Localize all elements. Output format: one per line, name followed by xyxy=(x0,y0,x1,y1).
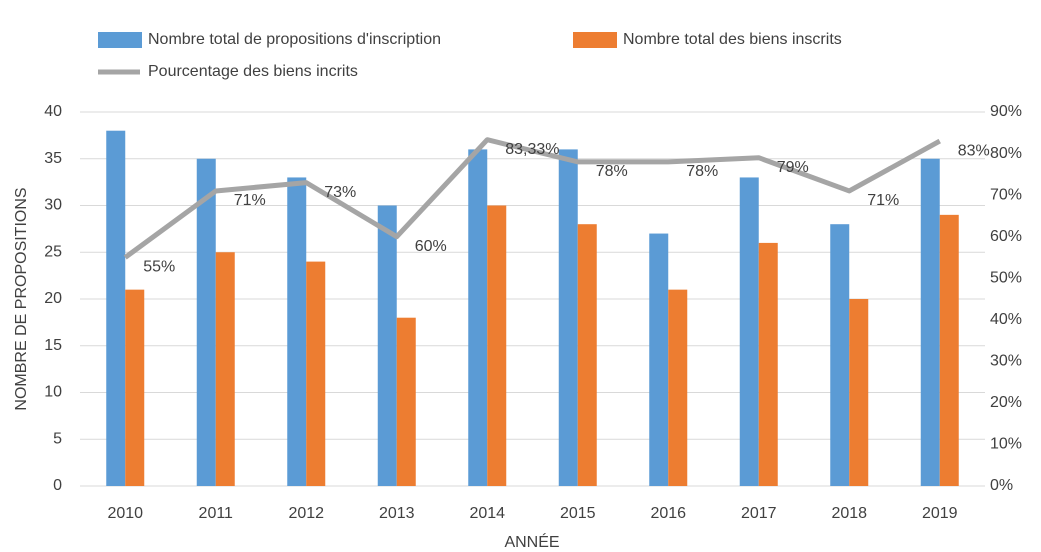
y-tick-label: 5 xyxy=(53,430,62,447)
y2-tick-label: 90% xyxy=(990,103,1022,120)
bar xyxy=(668,289,688,486)
x-tick-label: 2013 xyxy=(379,505,415,522)
legend-swatch xyxy=(573,32,617,48)
bar xyxy=(920,158,940,486)
x-tick-label: 2016 xyxy=(650,505,686,522)
bar xyxy=(306,261,326,486)
data-label: 78% xyxy=(596,163,628,180)
data-label: 79% xyxy=(777,159,809,176)
bar xyxy=(939,214,959,486)
bar xyxy=(649,233,669,486)
y2-tick-label: 40% xyxy=(990,311,1022,328)
legend-label: Nombre total de propositions d'inscripti… xyxy=(148,31,441,48)
y2-tick-label: 0% xyxy=(990,477,1013,494)
data-label: 71% xyxy=(234,192,266,209)
y-tick-label: 15 xyxy=(44,337,62,354)
data-label: 60% xyxy=(415,238,447,255)
bar xyxy=(577,224,597,486)
bar xyxy=(739,177,759,486)
bar xyxy=(487,205,507,486)
x-axis-label: ANNÉE xyxy=(504,532,559,551)
legend-label: Pourcentage des biens incrits xyxy=(148,63,358,80)
y2-tick-label: 30% xyxy=(990,353,1022,370)
y2-tick-label: 10% xyxy=(990,436,1022,453)
x-tick-label: 2018 xyxy=(831,505,867,522)
bar xyxy=(830,224,850,486)
data-label: 78% xyxy=(686,163,718,180)
legend-label: Nombre total des biens inscrits xyxy=(623,31,842,48)
x-tick-label: 2014 xyxy=(469,505,505,522)
y2-tick-label: 20% xyxy=(990,394,1022,411)
y-axis-label: NOMBRE DE PROPOSITIONS xyxy=(13,187,30,410)
bar xyxy=(558,149,578,486)
y-tick-label: 25 xyxy=(44,243,62,260)
x-tick-label: 2010 xyxy=(107,505,143,522)
x-tick-label: 2011 xyxy=(199,505,234,522)
data-label: 83,33% xyxy=(505,141,559,158)
y2-tick-label: 80% xyxy=(990,145,1022,162)
bar xyxy=(377,205,397,486)
bar xyxy=(215,252,235,486)
x-tick-label: 2015 xyxy=(560,505,596,522)
data-label: 55% xyxy=(143,259,175,276)
bar xyxy=(125,289,145,486)
bar xyxy=(758,242,778,486)
bar xyxy=(106,130,126,486)
data-label: 73% xyxy=(324,184,356,201)
x-tick-label: 2017 xyxy=(741,505,777,522)
y-tick-label: 20 xyxy=(44,290,62,307)
y-tick-label: 10 xyxy=(44,384,62,401)
y-tick-label: 30 xyxy=(44,197,62,214)
y-tick-label: 0 xyxy=(53,477,62,494)
data-label: 83% xyxy=(958,142,990,159)
y2-tick-label: 70% xyxy=(990,186,1022,203)
x-tick-label: 2012 xyxy=(288,505,324,522)
y2-tick-label: 60% xyxy=(990,228,1022,245)
bar xyxy=(396,317,416,486)
y-tick-label: 35 xyxy=(44,150,62,167)
bar xyxy=(849,299,869,486)
line xyxy=(123,137,941,260)
legend-swatch xyxy=(98,32,142,48)
y2-tick-label: 50% xyxy=(990,269,1022,286)
bar xyxy=(287,177,307,486)
bar xyxy=(468,149,488,486)
data-label: 71% xyxy=(867,192,899,209)
x-tick-label: 2019 xyxy=(922,505,958,522)
y-tick-label: 40 xyxy=(44,103,62,120)
bar xyxy=(196,158,216,486)
